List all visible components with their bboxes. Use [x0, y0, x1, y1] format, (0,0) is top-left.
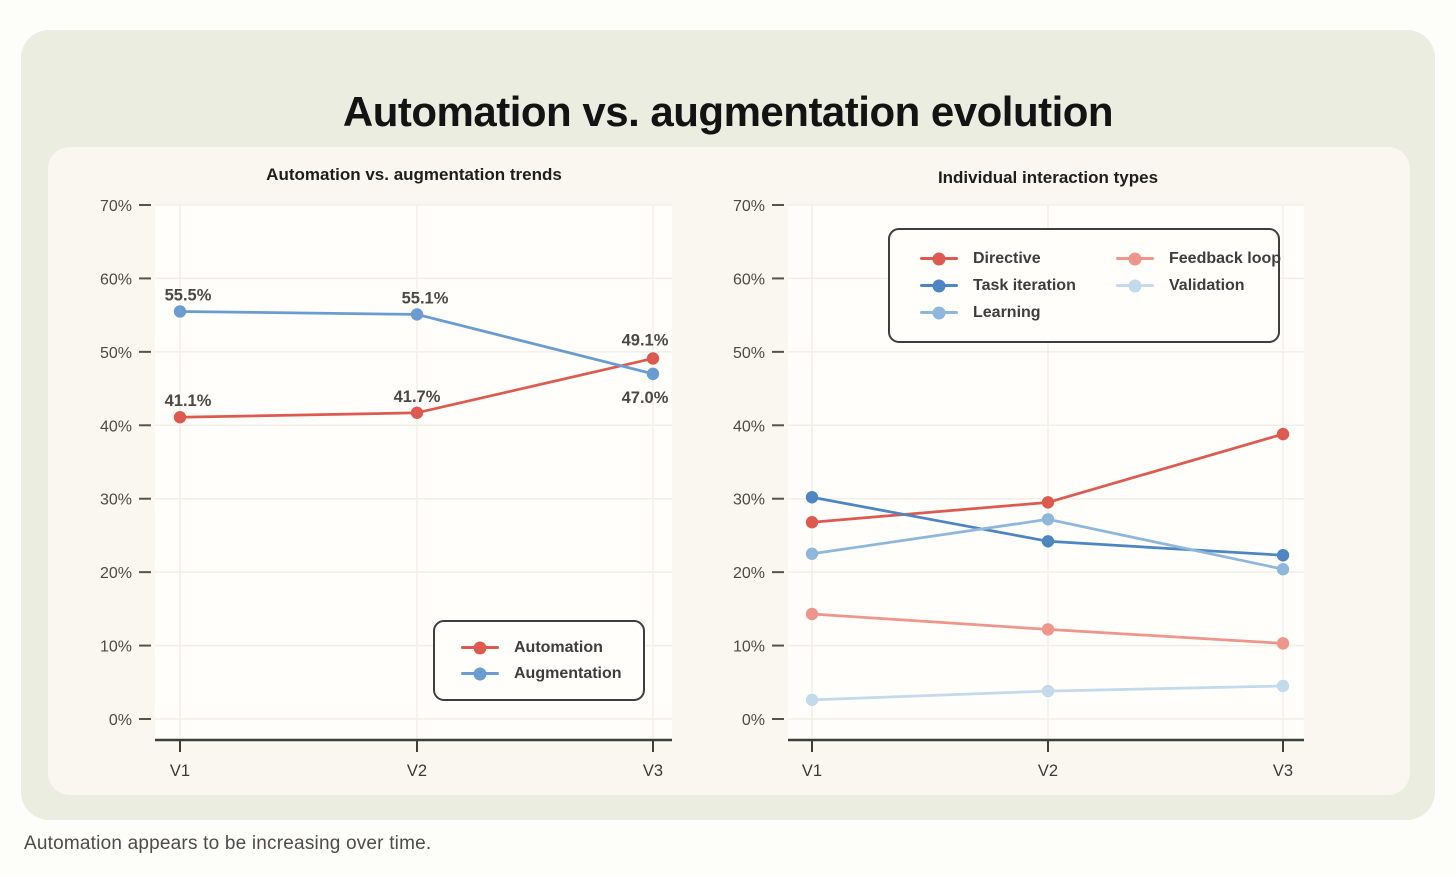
legend-item-label: Validation: [1169, 276, 1245, 294]
caption: Automation appears to be increasing over…: [24, 833, 432, 854]
data-point: [646, 367, 660, 381]
y-tick-label: 40%: [733, 418, 765, 435]
data-point: [173, 305, 187, 318]
legend-item: Directive: [920, 250, 1116, 268]
data-point-label: 55.5%: [165, 286, 212, 304]
x-tick-label: V3: [643, 762, 663, 780]
legend-dot-icon: [932, 279, 946, 292]
y-tick-label: 70%: [733, 198, 765, 215]
data-point: [805, 693, 819, 707]
legend-dot-icon: [1128, 252, 1142, 265]
legend-dot-icon: [1128, 279, 1142, 292]
x-tick-label: V1: [170, 762, 190, 780]
legend-item: Feedback loop: [1116, 250, 1281, 268]
y-tick-label: 30%: [100, 492, 132, 509]
legend-dot-icon: [473, 641, 487, 654]
y-tick-label: 10%: [733, 639, 765, 656]
legend-item: Automation: [461, 639, 643, 657]
y-tick-label: 50%: [100, 345, 132, 362]
legend-item-label: Augmentation: [514, 664, 622, 682]
legend-line-dot-marker: [1116, 252, 1154, 265]
data-point-label: 49.1%: [622, 331, 669, 349]
legend-dot-icon: [932, 252, 946, 265]
chart-interactions-title: Individual interaction types: [937, 168, 1159, 187]
legend-item: Task iteration: [920, 277, 1116, 295]
x-tick-label: V3: [1273, 762, 1293, 780]
y-tick-label: 60%: [733, 271, 765, 288]
legend-item: Validation: [1116, 277, 1281, 295]
y-tick-label: 40%: [100, 418, 132, 435]
legend-item: Learning: [920, 304, 1116, 322]
data-point: [1276, 549, 1290, 562]
data-point: [805, 516, 819, 529]
y-tick-label: 50%: [733, 345, 765, 362]
data-point-label: 41.7%: [394, 388, 441, 406]
data-point: [805, 491, 819, 504]
legend-line-dot-marker: [461, 667, 499, 680]
data-point: [1276, 427, 1290, 441]
x-tick-label: V2: [1038, 762, 1058, 780]
legend-line-dot-marker: [920, 306, 958, 319]
data-point: [1276, 679, 1290, 693]
data-point: [410, 406, 424, 420]
x-tick-label: V2: [407, 762, 427, 780]
legend-dot-icon: [473, 667, 487, 680]
legend-item-label: Directive: [973, 249, 1041, 267]
legend-item-label: Automation: [514, 638, 603, 656]
y-tick-label: 0%: [109, 712, 132, 729]
y-tick-label: 20%: [100, 565, 132, 582]
chart-card: Automation vs. augmentation evolution Au…: [21, 30, 1435, 820]
data-point: [646, 352, 660, 365]
legend-item-label: Feedback loop: [1169, 249, 1282, 267]
x-tick-label: V1: [802, 762, 822, 780]
legend-item-label: Task iteration: [973, 276, 1076, 294]
legend-line-dot-marker: [461, 641, 499, 654]
data-point: [173, 411, 187, 424]
legend-line-dot-marker: [920, 279, 958, 292]
data-point: [410, 308, 424, 321]
data-point-label: 41.1%: [165, 392, 212, 410]
data-point: [1041, 623, 1055, 636]
y-tick-label: 20%: [733, 565, 765, 582]
data-point: [1041, 535, 1055, 548]
data-point: [1041, 496, 1055, 509]
legend-dot-icon: [932, 306, 946, 319]
data-point-label: 55.1%: [402, 289, 449, 307]
page-title: Automation vs. augmentation evolution: [342, 88, 1114, 135]
legend-line-dot-marker: [920, 252, 958, 265]
charts-panel: Automation vs. augmentation trends Indiv…: [48, 147, 1410, 795]
legend-item-label: Learning: [973, 303, 1041, 321]
data-point-label: 47.0%: [622, 389, 669, 407]
legend-item: Augmentation: [461, 665, 643, 683]
data-point: [805, 547, 819, 560]
legend-line-dot-marker: [1116, 279, 1154, 292]
chart-trends-title: Automation vs. augmentation trends: [266, 165, 562, 184]
y-tick-label: 30%: [733, 492, 765, 509]
legend-trends: Automation Augmentation: [433, 620, 645, 701]
data-point: [1041, 684, 1055, 698]
data-point: [1276, 637, 1290, 650]
legend-interactions: Directive Feedback loop Task iteration V…: [888, 228, 1281, 343]
y-tick-label: 0%: [742, 712, 765, 729]
y-tick-label: 70%: [100, 198, 132, 215]
y-tick-label: 60%: [100, 271, 132, 288]
data-point: [1041, 513, 1055, 526]
y-tick-label: 10%: [100, 639, 132, 656]
data-point: [805, 607, 819, 621]
data-point: [1276, 563, 1290, 576]
